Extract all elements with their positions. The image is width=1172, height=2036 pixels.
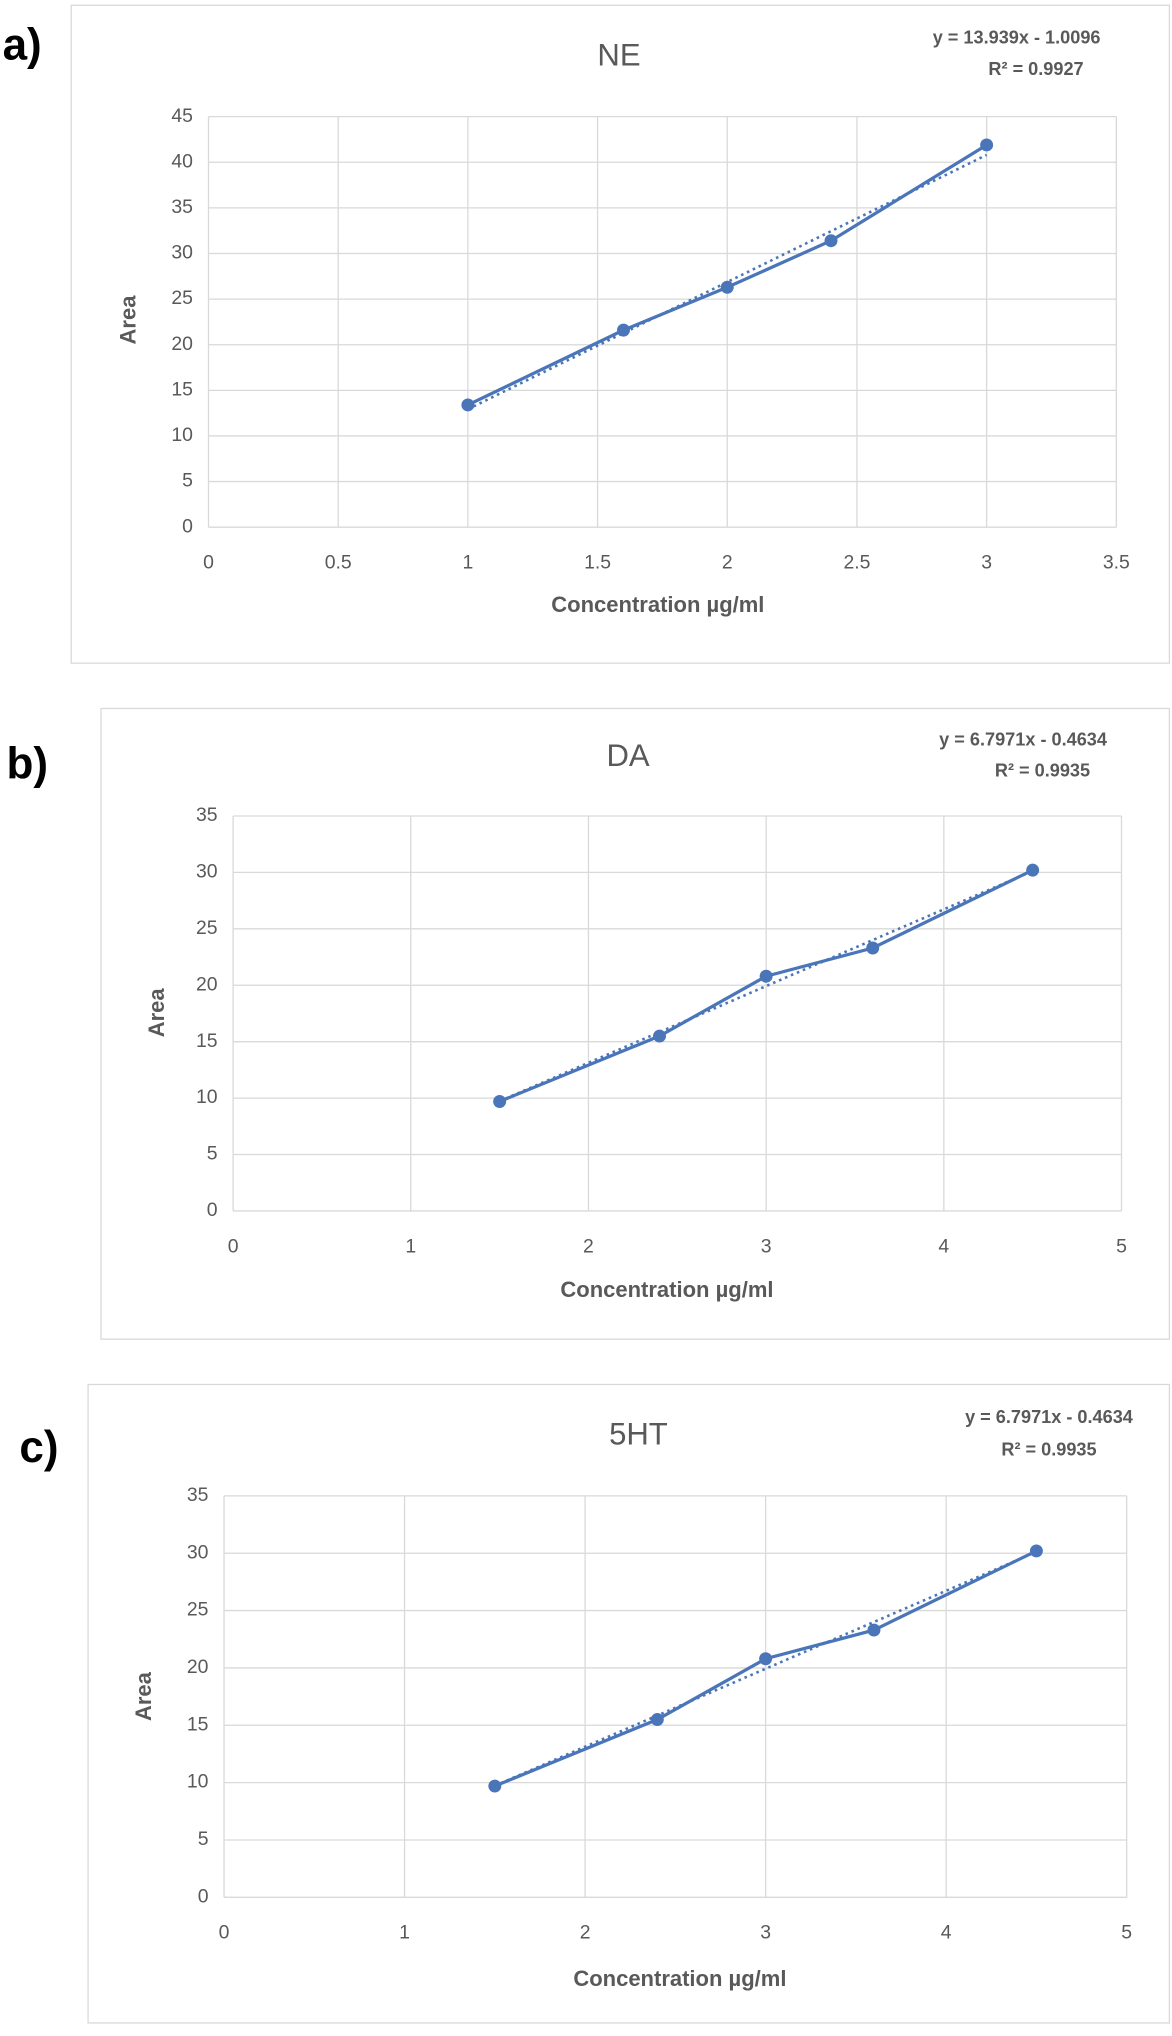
chart-frame: [100, 707, 1171, 1340]
x-tick-label: 0: [203, 552, 214, 574]
y-tick-label: 30: [187, 1541, 209, 1563]
data-point: [759, 969, 773, 983]
y-tick-label: 20: [171, 333, 193, 355]
x-tick-label: 1.5: [584, 552, 611, 574]
panel-label: b): [6, 739, 48, 788]
y-tick-label: 0: [182, 515, 193, 537]
panel-label: a): [3, 21, 42, 70]
x-tick-label: 4: [938, 1235, 949, 1257]
data-point: [867, 1623, 881, 1637]
x-tick-label: 1: [462, 552, 473, 574]
trend-equation: y = 6.7971x - 0.4634: [965, 1407, 1133, 1427]
x-tick-label: 2: [583, 1235, 594, 1257]
x-tick-label: 1: [399, 1922, 410, 1944]
y-tick-label: 15: [187, 1713, 209, 1735]
panel-label: c): [19, 1423, 58, 1472]
x-tick-label: 2: [722, 552, 733, 574]
x-axis-label: Concentration µg/ml: [573, 1966, 786, 1991]
x-tick-label: 0: [228, 1235, 239, 1257]
data-point: [824, 234, 838, 248]
x-axis-label: Concentration µg/ml: [551, 592, 764, 617]
y-axis-label: Area: [115, 295, 140, 345]
chart-title: DA: [606, 738, 649, 773]
data-point: [1029, 1544, 1043, 1558]
chart-title: NE: [597, 37, 640, 72]
data-point: [720, 280, 734, 294]
data-point: [866, 941, 880, 955]
chart-title: 5HT: [609, 1416, 668, 1451]
y-tick-label: 40: [171, 150, 193, 172]
y-tick-label: 30: [196, 861, 218, 883]
y-axis-label: Area: [131, 1671, 156, 1721]
y-tick-label: 35: [187, 1484, 209, 1506]
data-point: [650, 1713, 664, 1727]
data-point: [980, 138, 994, 152]
y-tick-label: 20: [187, 1656, 209, 1678]
r-squared: R² = 0.9935: [1001, 1439, 1096, 1459]
y-tick-label: 10: [171, 424, 193, 446]
y-tick-label: 5: [207, 1143, 218, 1165]
r-squared: R² = 0.9927: [988, 59, 1083, 79]
y-tick-label: 25: [171, 287, 193, 309]
y-tick-label: 35: [171, 196, 193, 218]
x-tick-label: 3: [981, 552, 992, 574]
y-tick-label: 25: [196, 917, 218, 939]
y-tick-label: 15: [171, 378, 193, 400]
x-tick-label: 5: [1121, 1922, 1132, 1944]
data-point: [759, 1652, 773, 1666]
chart-frame: [87, 1383, 1171, 2024]
data-point: [493, 1095, 507, 1108]
y-tick-label: 10: [187, 1771, 209, 1793]
y-tick-label: 5: [182, 470, 193, 492]
x-axis-label: Concentration µg/ml: [560, 1277, 773, 1302]
data-point: [1026, 863, 1040, 877]
data-point: [488, 1779, 502, 1793]
r-squared: R² = 0.9935: [995, 761, 1090, 781]
x-tick-label: 4: [941, 1922, 952, 1944]
x-tick-label: 3: [761, 1235, 772, 1257]
x-tick-label: 3.5: [1103, 552, 1130, 574]
y-tick-label: 5: [198, 1828, 209, 1850]
y-axis-label: Area: [144, 988, 169, 1038]
chart-frame: [70, 4, 1171, 664]
y-tick-label: 20: [196, 973, 218, 995]
x-tick-label: 2.5: [843, 552, 870, 574]
data-point: [617, 323, 630, 337]
data-point: [461, 398, 475, 412]
data-point: [653, 1029, 667, 1043]
x-tick-label: 3: [760, 1922, 771, 1944]
x-tick-label: 0: [219, 1922, 230, 1944]
y-tick-label: 25: [187, 1599, 209, 1621]
trend-equation: y = 13.939x - 1.0096: [933, 28, 1101, 48]
x-tick-label: 1: [405, 1235, 416, 1257]
y-tick-label: 10: [196, 1086, 218, 1108]
x-tick-label: 2: [580, 1922, 591, 1944]
x-tick-label: 0.5: [325, 552, 352, 574]
x-tick-label: 5: [1116, 1235, 1127, 1257]
trendline: [494, 1550, 1037, 1787]
trend-equation: y = 6.7971x - 0.4634: [939, 730, 1107, 750]
y-tick-label: 0: [198, 1885, 209, 1907]
y-tick-label: 35: [196, 804, 218, 826]
y-tick-label: 0: [207, 1199, 218, 1221]
y-tick-label: 45: [171, 105, 193, 127]
y-tick-label: 15: [196, 1030, 218, 1052]
y-tick-label: 30: [171, 242, 193, 264]
